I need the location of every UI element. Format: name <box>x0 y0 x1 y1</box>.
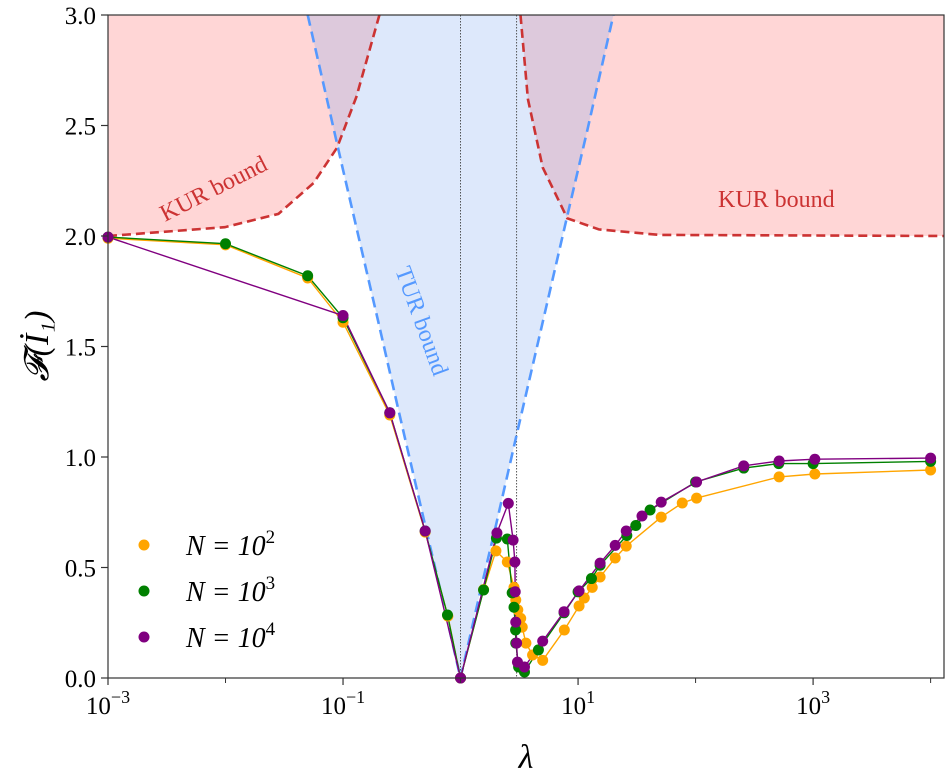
data-point-series-1 <box>573 600 585 612</box>
data-point-series-2 <box>302 270 314 282</box>
data-point-series-3 <box>773 455 785 467</box>
data-point-series-1 <box>773 471 785 483</box>
x-tick-label: 101 <box>561 687 595 720</box>
legend: N = 102 N = 103 N = 104 <box>138 527 276 654</box>
data-point-series-2 <box>441 609 453 621</box>
bound-curves <box>108 15 944 678</box>
tur-bound-curve <box>306 15 615 678</box>
data-point-series-3 <box>925 452 937 464</box>
data-point-series-3 <box>691 476 703 488</box>
data-point-series-3 <box>510 616 522 628</box>
y-tick-label: 1.0 <box>65 445 96 472</box>
data-point-series-2 <box>644 504 656 516</box>
data-point-series-3 <box>518 661 530 673</box>
data-point-series-3 <box>655 496 667 508</box>
legend-marker-3 <box>138 631 150 643</box>
y-tick-label: 3.0 <box>65 3 96 30</box>
data-point-series-1 <box>501 556 513 568</box>
x-tick-label: 10−3 <box>86 687 130 720</box>
legend-marker-2 <box>138 585 150 597</box>
data-point-series-3 <box>509 586 521 598</box>
data-point-series-3 <box>419 525 431 537</box>
x-axis-ticks: 10−3 10−1 101 103 <box>86 678 932 720</box>
data-point-series-3 <box>573 585 585 597</box>
x-tick-label: 103 <box>796 687 830 720</box>
data-point-series-3 <box>558 606 570 618</box>
x-axis-label: λ <box>518 739 534 775</box>
y-tick-label: 0.0 <box>65 666 96 693</box>
data-point-series-3 <box>609 539 621 551</box>
y-tick-label: 1.5 <box>65 335 96 362</box>
data-point-series-2 <box>510 624 522 636</box>
data-point-series-2 <box>478 584 490 596</box>
kur-bound-left-curve <box>108 15 381 238</box>
data-point-series-2 <box>630 520 642 532</box>
data-point-series-1 <box>609 552 621 564</box>
data-point-series-3 <box>509 556 521 568</box>
kur-bound-right-curve <box>519 15 944 238</box>
y-axis-ticks: 0.0 0.5 1.0 1.5 2.0 2.5 3.0 <box>65 3 108 693</box>
y-tick-label: 2.5 <box>65 114 96 141</box>
data-point-series-1 <box>809 468 821 480</box>
vertical-reference-lines <box>460 15 518 678</box>
data-point-series-3 <box>384 407 396 419</box>
data-point-series-3 <box>738 460 750 472</box>
data-point-series-1 <box>537 654 549 666</box>
kur-bound-label-right: KUR bound <box>718 187 835 213</box>
data-point-series-3 <box>537 635 549 647</box>
legend-label-1: N = 102 <box>185 527 275 562</box>
kur-region-right <box>520 15 944 236</box>
data-point-series-1 <box>676 497 688 509</box>
y-tick-label: 2.0 <box>65 224 96 251</box>
data-point-series-3 <box>491 527 503 539</box>
data-point-series-3 <box>594 557 606 569</box>
data-point-series-1 <box>691 492 703 504</box>
y-axis-label: 𝓕(İ₁) <box>19 311 56 382</box>
data-point-series-2 <box>220 238 232 250</box>
data-point-series-1 <box>490 545 502 557</box>
data-point-series-1 <box>586 581 598 593</box>
data-point-series-1 <box>558 624 570 636</box>
data-point-series-2 <box>508 601 520 613</box>
x-tick-label: 10−1 <box>321 687 365 720</box>
legend-label-3: N = 104 <box>185 619 276 654</box>
data-point-series-1 <box>620 540 632 552</box>
data-point-series-3 <box>620 525 632 537</box>
data-point-series-3 <box>809 453 821 465</box>
y-tick-label: 0.5 <box>65 556 96 583</box>
data-point-series-2 <box>532 644 544 656</box>
legend-label-2: N = 103 <box>185 573 275 608</box>
data-point-series-3 <box>502 497 514 509</box>
data-point-series-3 <box>636 510 648 522</box>
data-point-series-3 <box>337 310 349 322</box>
data-point-series-1 <box>655 511 667 523</box>
data-point-series-1 <box>925 464 937 476</box>
data-point-series-3 <box>507 534 519 546</box>
kur-region-left <box>108 15 380 236</box>
legend-marker-1 <box>138 539 150 551</box>
data-points <box>102 231 937 684</box>
data-point-series-2 <box>585 573 597 585</box>
data-point-series-1 <box>594 571 606 583</box>
data-point-series-3 <box>511 637 523 649</box>
data-point-series-1 <box>520 637 532 649</box>
